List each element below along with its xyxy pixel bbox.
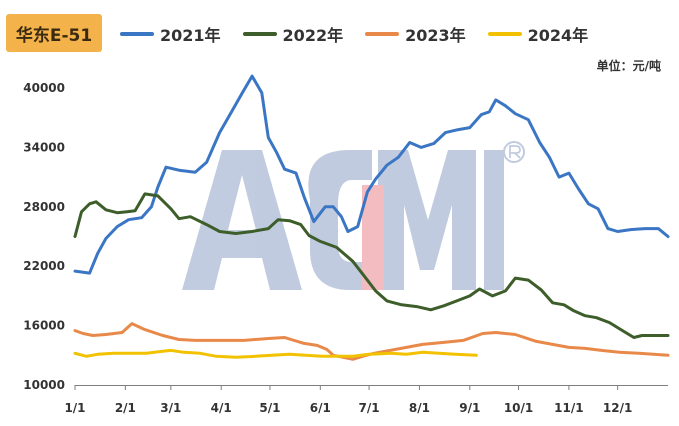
y-tick-label: 16000: [23, 319, 65, 333]
x-tick-label: 7/1: [359, 401, 380, 415]
acmi-watermark-logo: [182, 141, 525, 290]
legend-item-2022: 2022年: [242, 22, 344, 46]
x-tick-label: 12/1: [603, 401, 632, 415]
x-tick-label: 5/1: [259, 401, 280, 415]
legend-label-2024: 2024年: [527, 26, 589, 45]
series-line-2021: [73, 74, 670, 275]
x-tick-label: 1/1: [64, 401, 85, 415]
x-tick-label: 11/1: [554, 401, 583, 415]
y-tick-label: 10000: [23, 378, 65, 392]
x-tick-label: 6/1: [310, 401, 331, 415]
y-tick-label: 28000: [23, 200, 65, 214]
x-tick-label: 10/1: [504, 401, 533, 415]
legend-item-2024: 2024年: [487, 22, 589, 46]
legend-label-2023: 2023年: [405, 26, 466, 45]
series-lines: [73, 74, 670, 361]
y-tick-label: 34000: [23, 140, 65, 154]
legend-label-2021: 2021年: [160, 26, 221, 45]
series-line-2024: [73, 348, 478, 359]
legend-swatch-2024: [487, 32, 522, 36]
legend-swatch-2022: [242, 32, 277, 36]
legend-item-2021: 2021年: [120, 22, 221, 46]
x-tick-label: 4/1: [211, 401, 232, 415]
legend-label-2022: 2022年: [282, 26, 344, 45]
chart-legend: 2021年 2022年 2023年 2024年: [120, 22, 610, 46]
series-line-2023: [73, 322, 670, 361]
y-tick-label: 40000: [23, 81, 65, 95]
x-tick-label: 8/1: [409, 401, 430, 415]
legend-swatch-2023: [365, 32, 400, 36]
legend-swatch-2021: [120, 32, 154, 36]
chart-axes: 10000 16000 22000 28000 34000 40000 1/1 2/1 3/1 4…: [23, 81, 668, 415]
x-tick-label: 3/1: [160, 401, 181, 415]
series-line-2022: [73, 192, 670, 339]
unit-label: 单位：元/吨: [596, 59, 661, 73]
chart-title: 华东E-51: [6, 14, 102, 52]
legend-item-2023: 2023年: [365, 22, 466, 46]
x-tick-label: 2/1: [115, 401, 136, 415]
y-tick-label: 22000: [23, 259, 65, 273]
x-tick-label: 9/1: [459, 401, 480, 415]
